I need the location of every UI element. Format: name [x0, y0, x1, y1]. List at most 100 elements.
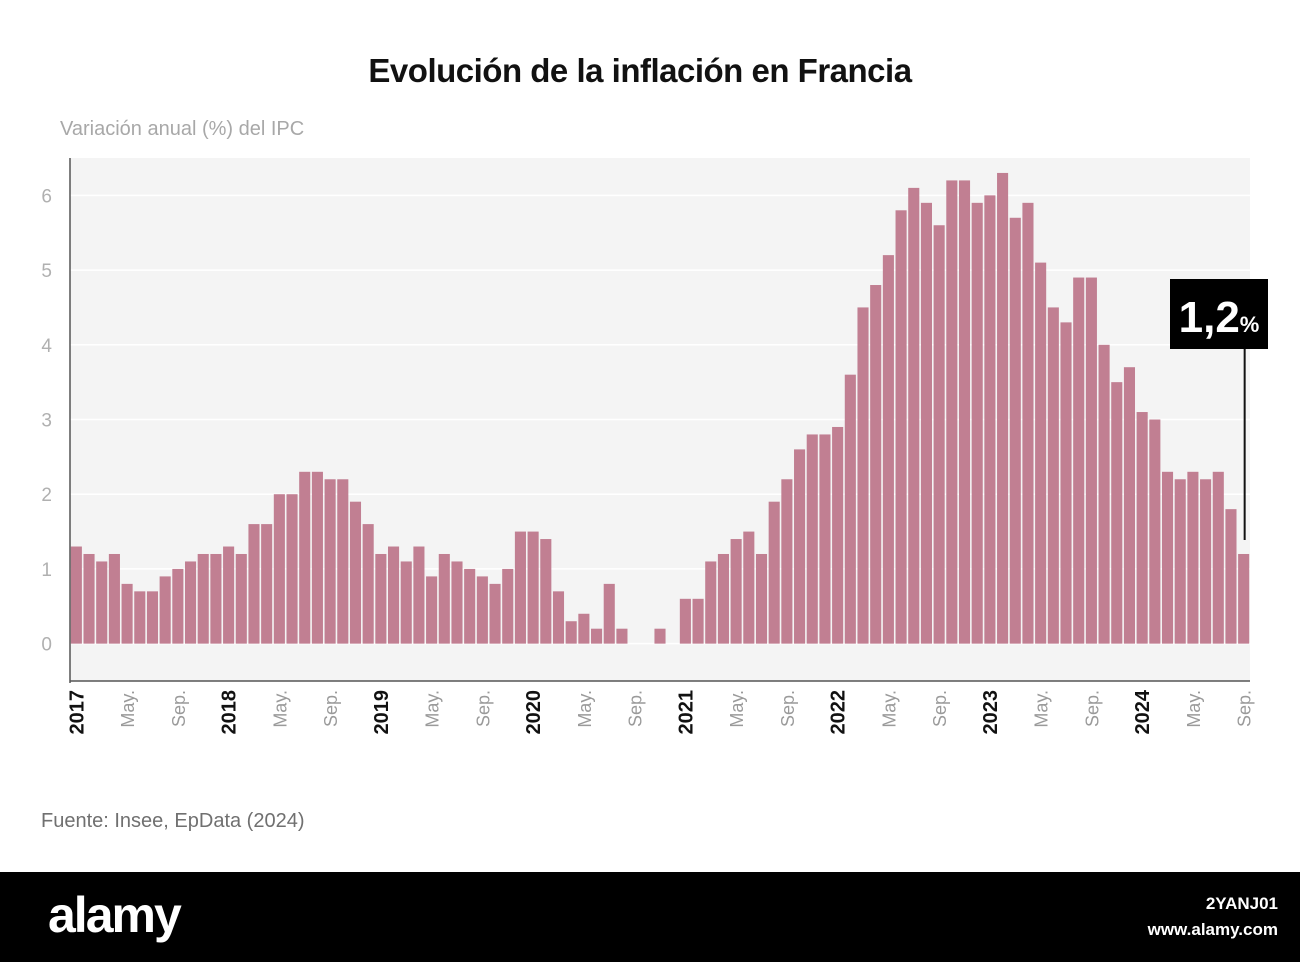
- bar: [1187, 471, 1199, 644]
- bar: [1073, 277, 1085, 644]
- x-tick-label: May.: [1184, 690, 1204, 728]
- callout-unit: %: [1240, 312, 1260, 337]
- bar: [337, 479, 349, 644]
- bar: [1085, 277, 1097, 644]
- bar: [755, 553, 768, 644]
- bar: [857, 307, 869, 644]
- bar: [933, 225, 945, 644]
- bar: [223, 546, 235, 644]
- bar: [235, 553, 247, 644]
- x-tick-label: Sep.: [1082, 690, 1102, 727]
- x-tick-label: 2023: [980, 690, 1002, 735]
- bar: [476, 576, 488, 644]
- bar: [70, 546, 82, 644]
- x-tick-label: 2024: [1132, 689, 1154, 734]
- x-tick-label: May.: [575, 690, 595, 728]
- bar: [1060, 322, 1072, 644]
- bar: [324, 479, 336, 644]
- bar: [146, 591, 159, 644]
- bar: [1022, 202, 1034, 644]
- bar: [958, 180, 971, 644]
- bar: [362, 524, 374, 644]
- x-tick-label: 2017: [66, 690, 88, 735]
- x-tick-label: 2020: [523, 690, 545, 735]
- bar: [210, 553, 222, 644]
- chart-title: Evolución de la inflación en Francia: [368, 52, 912, 89]
- bar: [794, 449, 806, 644]
- bar: [464, 568, 476, 644]
- bar: [1225, 509, 1237, 644]
- bar: [197, 553, 209, 644]
- bar: [819, 434, 831, 644]
- bar: [870, 285, 882, 644]
- y-tick-label: 6: [41, 186, 52, 207]
- x-tick-label: Sep.: [321, 690, 341, 727]
- bar: [451, 561, 463, 644]
- bar: [768, 501, 780, 644]
- bar: [844, 374, 856, 644]
- bar: [311, 471, 323, 644]
- bar: [261, 524, 273, 644]
- bar: [692, 598, 704, 644]
- callout-label: 1,2%: [1179, 293, 1260, 342]
- bar: [781, 479, 793, 644]
- x-tick-label: 2019: [371, 690, 393, 735]
- y-tick-label: 5: [41, 261, 52, 282]
- x-tick-label: May.: [118, 690, 138, 728]
- x-tick-label: Sep.: [930, 690, 950, 727]
- bar: [400, 561, 412, 644]
- bar: [1212, 471, 1224, 644]
- x-tick-label: Sep.: [1235, 690, 1255, 727]
- bar: [1035, 262, 1047, 644]
- bar: [997, 172, 1009, 644]
- bar: [134, 591, 146, 644]
- bar: [286, 494, 298, 644]
- bar: [502, 568, 514, 644]
- bar: [540, 539, 552, 644]
- bar: [83, 553, 95, 644]
- x-tick-label: May.: [879, 690, 899, 728]
- bar: [96, 561, 108, 644]
- latest-value-callout: 1,2%: [1170, 279, 1268, 540]
- bar: [1111, 382, 1123, 644]
- bar: [920, 202, 932, 644]
- x-tick-label: Sep.: [626, 690, 646, 727]
- bar: [1174, 479, 1186, 644]
- bar: [895, 210, 907, 644]
- bar: [388, 546, 400, 644]
- brand-logo: alamy: [48, 887, 182, 943]
- bar: [489, 583, 501, 644]
- bar: [1200, 479, 1212, 644]
- bar: [1238, 553, 1250, 644]
- bars: [70, 172, 1250, 644]
- y-tick-labels: 0 1 2 3 4 5 6: [41, 186, 52, 655]
- x-tick-label: 2021: [675, 690, 697, 735]
- bar: [1009, 217, 1021, 644]
- bar: [591, 628, 603, 644]
- y-tick-label: 0: [41, 635, 52, 656]
- bar: [1098, 344, 1110, 644]
- bar: [717, 553, 729, 644]
- bar: [679, 598, 691, 644]
- x-tick-label: May.: [423, 690, 443, 728]
- bar: [426, 576, 438, 644]
- bar: [882, 255, 894, 644]
- bar: [552, 591, 565, 644]
- bar: [108, 553, 120, 644]
- bar: [730, 539, 742, 644]
- bar: [121, 583, 133, 644]
- bar: [578, 613, 590, 644]
- bar: [514, 531, 526, 644]
- y-tick-label: 1: [41, 560, 52, 581]
- bar: [273, 494, 285, 644]
- bar: [705, 561, 717, 644]
- x-tick-label: Sep.: [778, 690, 798, 727]
- bar: [908, 187, 920, 644]
- y-tick-label: 2: [41, 485, 52, 506]
- x-tick-label: Sep.: [473, 690, 493, 727]
- bar: [349, 501, 362, 644]
- bar: [1123, 367, 1136, 644]
- image-id: 2YANJ01: [1205, 894, 1278, 913]
- bar: [1161, 471, 1174, 644]
- site-url: www.alamy.com: [1147, 920, 1278, 939]
